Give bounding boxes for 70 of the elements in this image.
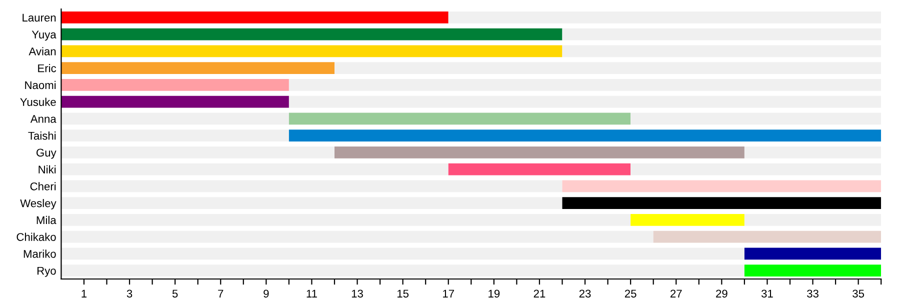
- y-tick-label: Naomi: [25, 80, 56, 90]
- x-tick-label: 31: [761, 290, 773, 298]
- bar: [562, 45, 882, 58]
- x-tick-label: 21: [534, 290, 546, 298]
- y-tick-label: Eric: [38, 64, 56, 72]
- x-tick-label: 3: [126, 290, 132, 298]
- bar: [562, 180, 882, 192]
- x-tick-label: 27: [670, 290, 682, 298]
- y-tick-label: Anna: [30, 115, 56, 123]
- bar: [744, 264, 882, 276]
- bar: [61, 230, 654, 243]
- y-tick-label: Guy: [36, 148, 56, 159]
- y-tick-label: Yusuke: [20, 98, 56, 106]
- x-tick-label: 17: [443, 290, 454, 298]
- x-tick-label: 25: [624, 290, 636, 298]
- bar: [61, 180, 562, 192]
- bar: [61, 28, 562, 40]
- x-tick-label: 15: [397, 290, 409, 298]
- bar: [334, 146, 744, 158]
- bar: [334, 62, 882, 74]
- bar: [744, 248, 882, 260]
- bar: [61, 163, 448, 176]
- bar: [288, 79, 882, 91]
- x-tick-label: 33: [807, 290, 818, 298]
- bar: [61, 45, 562, 58]
- x-tick-label: 29: [716, 290, 728, 298]
- x-tick-label: 5: [172, 290, 178, 298]
- y-tick-label: Mila: [36, 216, 56, 224]
- bar: [61, 197, 562, 209]
- y-tick-label: Yuya: [32, 30, 56, 41]
- bar: [744, 146, 882, 158]
- bar: [288, 112, 631, 125]
- y-tick-label: Taishi: [28, 132, 56, 140]
- x-tick-label: 19: [488, 290, 500, 298]
- bar: [61, 112, 289, 125]
- x-tick-label: 11: [306, 290, 317, 298]
- bar: [61, 146, 334, 158]
- y-tick-label: Wesley: [20, 199, 56, 210]
- bar: [653, 230, 882, 243]
- bar: [61, 130, 289, 142]
- x-tick-label: 35: [852, 290, 864, 298]
- y-tick-label: Chikako: [16, 232, 56, 241]
- bar: [61, 62, 334, 74]
- bar: [288, 96, 882, 108]
- bar: [288, 130, 882, 142]
- bar: [562, 28, 882, 40]
- bar: [61, 248, 744, 260]
- bar: [61, 79, 289, 91]
- bar: [61, 264, 744, 276]
- bar: [630, 163, 882, 176]
- bar: [630, 112, 882, 125]
- bar: [562, 197, 882, 209]
- y-tick-label: Ryo: [37, 266, 56, 277]
- bar: [630, 214, 744, 226]
- bar: [61, 12, 448, 24]
- bar: [61, 96, 289, 108]
- y-tick-label: Avian: [28, 47, 56, 56]
- y-tick-label: Cheri: [30, 182, 56, 190]
- y-tick-label: Niki: [38, 165, 56, 174]
- bar: [448, 163, 631, 176]
- y-tick-label: Lauren: [22, 14, 56, 22]
- x-tick-label: 23: [579, 290, 591, 298]
- bar: [61, 214, 631, 226]
- bar: [744, 214, 882, 226]
- x-tick-label: 7: [218, 290, 224, 298]
- y-tick-label: Mariko: [24, 250, 56, 258]
- x-tick-label: 9: [264, 290, 269, 298]
- x-tick-label: 1: [82, 290, 87, 298]
- x-tick-label: 13: [352, 290, 363, 298]
- bar: [448, 12, 882, 24]
